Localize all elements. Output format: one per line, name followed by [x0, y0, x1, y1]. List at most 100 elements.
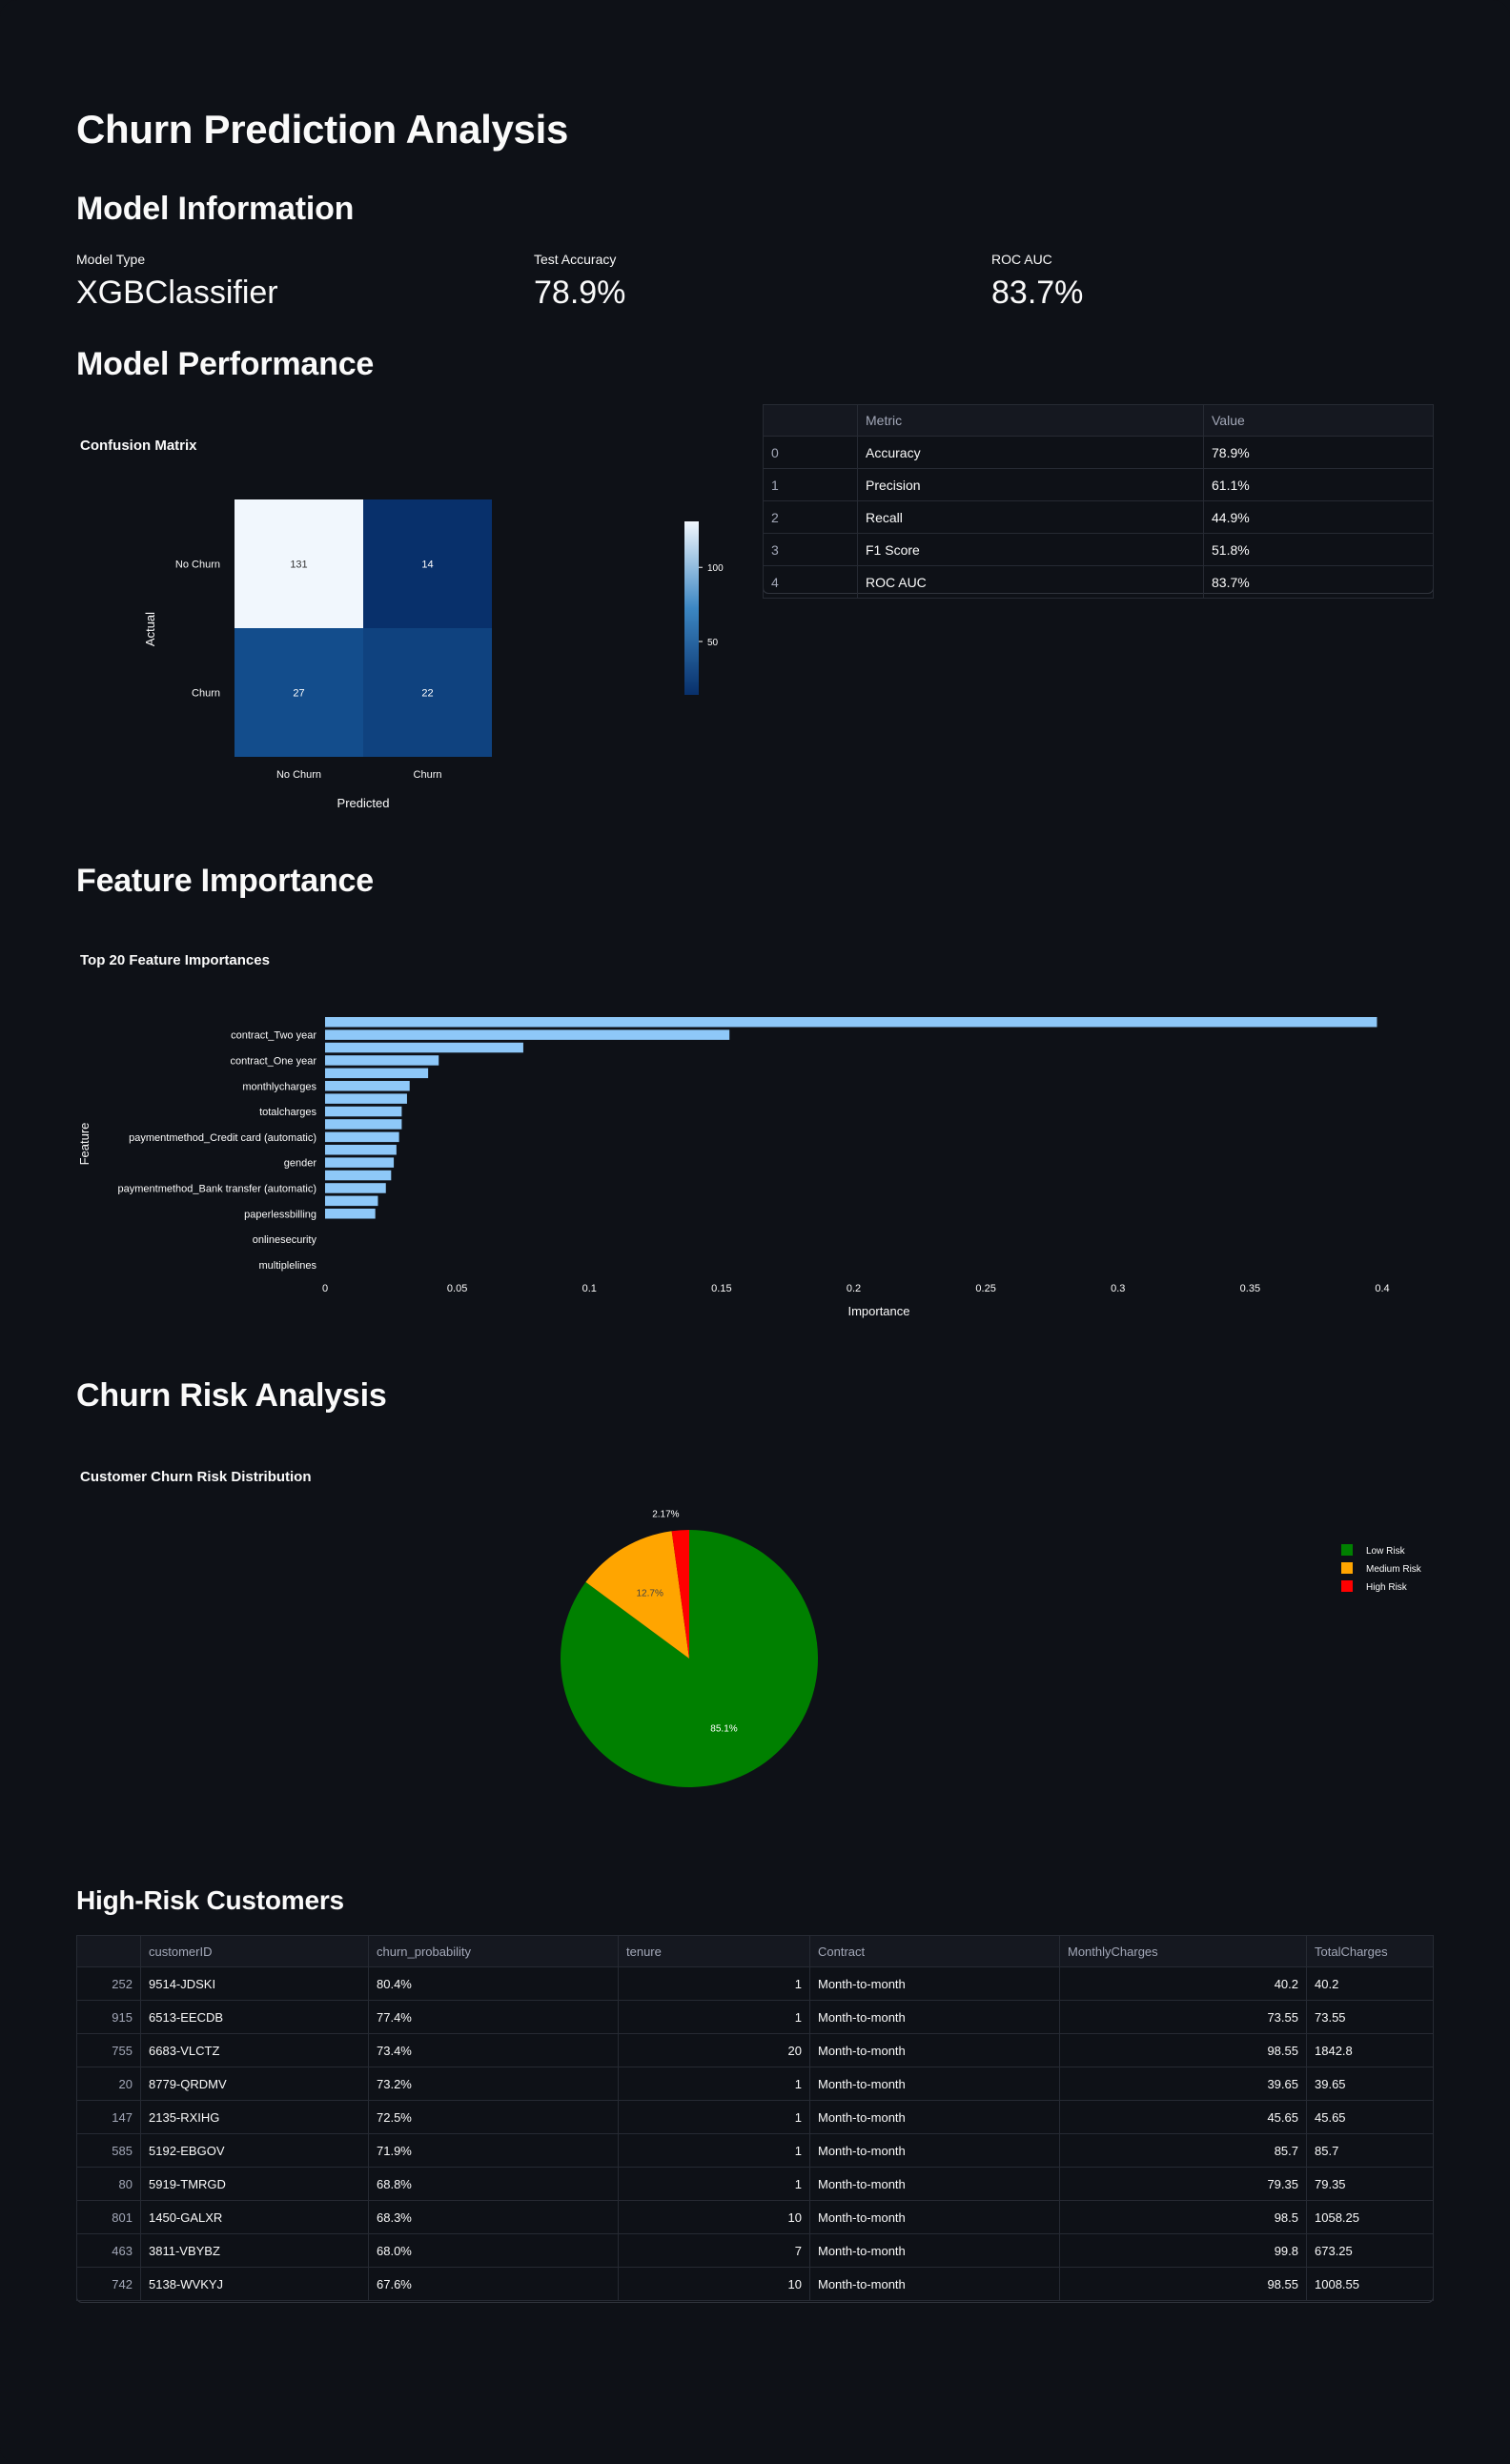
- confusion-cell-value: 27: [293, 688, 304, 700]
- high-risk-row: 20 8779-QRDMV 73.2% 1 Month-to-month 39.65 39.…: [76, 2067, 1434, 2101]
- feature-importance-heading: Feature Importance: [76, 863, 374, 899]
- metric-value: 44.9%: [1203, 500, 1434, 534]
- risk-distribution-title: Customer Churn Risk Distribution: [80, 1469, 312, 1485]
- confusion-x-tick-label: No Churn: [276, 769, 321, 781]
- high-risk-cell: 915: [76, 2000, 141, 2034]
- high-risk-cell: 1: [618, 2067, 810, 2101]
- high-risk-cell: 585: [76, 2133, 141, 2168]
- confusion-matrix-chart: 131 14 27 22 No Churn Churn No Churn Churn Pred…: [143, 499, 724, 810]
- high-risk-cell: 742: [76, 2267, 141, 2301]
- high-risk-row: 147 2135-RXIHG 72.5% 1 Month-to-month 45.65 45…: [76, 2100, 1434, 2134]
- high-risk-cell: 39.65: [1059, 2067, 1307, 2101]
- high-risk-table: customerID churn_probability tenure Contrac…: [76, 1935, 1434, 2301]
- feature-x-tick-label: 0.4: [1375, 1283, 1389, 1294]
- pie-slice-label: 2.17%: [652, 1509, 679, 1519]
- high-risk-cell: Month-to-month: [809, 2100, 1060, 2134]
- high-risk-cell: Month-to-month: [809, 2067, 1060, 2101]
- metric-value-roc-auc: 83.7%: [991, 275, 1084, 311]
- feature-y-tick-label: paymentmethod_Bank transfer (automatic): [118, 1183, 317, 1194]
- high-risk-cell: Month-to-month: [809, 2167, 1060, 2201]
- high-risk-cell: 1: [618, 2100, 810, 2134]
- high-risk-cell: 73.55: [1059, 2000, 1307, 2034]
- confusion-cell-value: 131: [290, 560, 307, 571]
- feature-x-tick-label: 0.05: [447, 1283, 467, 1294]
- metric-value: 78.9%: [1203, 436, 1434, 469]
- feature-x-tick-label: 0.3: [1111, 1283, 1125, 1294]
- pie-slice: [671, 1530, 689, 1659]
- metric-name: Recall: [857, 500, 1204, 534]
- high-risk-cell: 20: [76, 2067, 141, 2101]
- high-risk-cell: 6683-VLCTZ: [140, 2033, 369, 2067]
- high-risk-cell: 45.65: [1306, 2100, 1434, 2134]
- high-risk-cell: 73.2%: [368, 2067, 619, 2101]
- high-risk-cell: 10: [618, 2200, 810, 2234]
- high-risk-cell: 71.9%: [368, 2133, 619, 2168]
- legend-label: Low Risk: [1366, 1546, 1406, 1557]
- feature-importance-xlabel: Importance: [847, 1304, 909, 1318]
- feature-importance-title: Top 20 Feature Importances: [80, 952, 270, 968]
- confusion-y-tick-label: No Churn: [175, 560, 220, 571]
- churn-risk-heading: Churn Risk Analysis: [76, 1377, 387, 1414]
- high-risk-cell: Month-to-month: [809, 2267, 1060, 2301]
- feature-y-tick-label: contract_Two year: [231, 1030, 316, 1042]
- high-risk-cell: 2135-RXIHG: [140, 2100, 369, 2134]
- high-risk-cell: Month-to-month: [809, 2000, 1060, 2034]
- row-index: 1: [763, 468, 858, 501]
- high-risk-cell: 5192-EBGOV: [140, 2133, 369, 2168]
- high-risk-cell: 3811-VBYBZ: [140, 2233, 369, 2268]
- high-risk-row: 742 5138-WVKYJ 67.6% 10 Month-to-month 98.55 1…: [76, 2267, 1434, 2301]
- high-risk-cell: 1: [618, 2133, 810, 2168]
- metric-label-test-accuracy: Test Accuracy: [534, 252, 617, 267]
- confusion-cell: [235, 499, 363, 628]
- high-risk-cell: 673.25: [1306, 2233, 1434, 2268]
- high-risk-cell: 98.55: [1059, 2033, 1307, 2067]
- feature-x-tick-label: 0.1: [582, 1283, 597, 1294]
- confusion-cell: [363, 628, 492, 757]
- high-risk-header-cell: TotalCharges: [1306, 1935, 1434, 1967]
- high-risk-cell: Month-to-month: [809, 2200, 1060, 2234]
- feature-importance-bar: [325, 1157, 395, 1168]
- confusion-matrix-colorbar: [684, 521, 699, 695]
- high-risk-cell: 801: [76, 2200, 141, 2234]
- high-risk-cell: 68.0%: [368, 2233, 619, 2268]
- metrics-table-row: 4 ROC AUC 83.7%: [763, 565, 1434, 599]
- feature-importance-ylabel: Feature: [77, 1123, 92, 1166]
- feature-y-tick-label: multiplelines: [258, 1260, 316, 1272]
- high-risk-cell: 80.4%: [368, 1966, 619, 2001]
- confusion-matrix-ylabel: Actual: [143, 612, 157, 646]
- high-risk-cell: 1: [618, 2167, 810, 2201]
- metric-value-test-accuracy: 78.9%: [534, 275, 626, 311]
- metrics-table-header-value: Value: [1203, 404, 1434, 437]
- legend-swatch: [1341, 1562, 1353, 1574]
- metric-label-model-type: Model Type: [76, 252, 146, 267]
- metrics-table-row: 2 Recall 44.9%: [763, 500, 1434, 534]
- metric-name: Accuracy: [857, 436, 1204, 469]
- high-risk-cell: 40.2: [1306, 1966, 1434, 2001]
- metric-value-model-type: XGBClassifier: [76, 275, 278, 311]
- high-risk-cell: 72.5%: [368, 2100, 619, 2134]
- high-risk-cell: 10: [618, 2267, 810, 2301]
- feature-importance-bar: [325, 1029, 730, 1040]
- high-risk-cell: 1: [618, 1966, 810, 2001]
- high-risk-row: 755 6683-VLCTZ 73.4% 20 Month-to-month 98.55 1…: [76, 2033, 1434, 2067]
- high-risk-cell: 80: [76, 2167, 141, 2201]
- high-risk-cell: 7: [618, 2233, 810, 2268]
- metric-name: F1 Score: [857, 533, 1204, 566]
- risk-distribution-chart: 85.1% 12.7% 2.17% Low Risk Medium Risk High …: [560, 1509, 1422, 1787]
- high-risk-cell: 1058.25: [1306, 2200, 1434, 2234]
- feature-importance-bar: [325, 1017, 1377, 1028]
- metrics-table: Metric Value 0 Accuracy 78.9% 1 Precision 61.…: [763, 404, 1434, 599]
- high-risk-header-cell: customerID: [140, 1935, 369, 1967]
- feature-importance-bar: [325, 1145, 397, 1155]
- metric-name: ROC AUC: [857, 565, 1204, 599]
- high-risk-row: 801 1450-GALXR 68.3% 10 Month-to-month 98.5 10…: [76, 2200, 1434, 2234]
- row-index: 2: [763, 500, 858, 534]
- high-risk-header-cell: tenure: [618, 1935, 810, 1967]
- metric-name: Precision: [857, 468, 1204, 501]
- high-risk-header-cell: [76, 1935, 141, 1967]
- page-title: Churn Prediction Analysis: [76, 107, 569, 152]
- metric-value: 61.1%: [1203, 468, 1434, 501]
- colorbar-tick-label: 100: [707, 563, 724, 574]
- high-risk-cell: 99.8: [1059, 2233, 1307, 2268]
- high-risk-cell: 147: [76, 2100, 141, 2134]
